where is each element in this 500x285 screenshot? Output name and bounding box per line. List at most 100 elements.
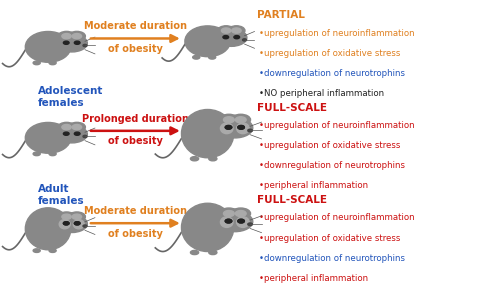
Circle shape (236, 117, 246, 123)
Circle shape (234, 36, 239, 39)
Ellipse shape (33, 249, 40, 253)
Text: PARTIAL: PARTIAL (258, 11, 306, 21)
Text: upregulation of neuroinflammation: upregulation of neuroinflammation (264, 29, 414, 38)
Circle shape (72, 125, 82, 130)
Ellipse shape (182, 109, 234, 158)
Ellipse shape (33, 61, 40, 65)
Circle shape (58, 212, 75, 221)
Circle shape (231, 208, 250, 219)
Ellipse shape (49, 61, 56, 65)
Circle shape (56, 215, 88, 233)
Circle shape (64, 222, 69, 225)
Text: upregulation of oxidative stress: upregulation of oxidative stress (264, 233, 400, 243)
Circle shape (238, 125, 244, 129)
Ellipse shape (190, 251, 198, 255)
Ellipse shape (236, 217, 249, 227)
Ellipse shape (49, 249, 56, 253)
Circle shape (224, 117, 234, 123)
Circle shape (62, 214, 71, 219)
Circle shape (218, 26, 234, 35)
Ellipse shape (26, 31, 71, 62)
Text: •: • (259, 274, 264, 283)
Circle shape (72, 34, 82, 39)
Circle shape (72, 214, 82, 219)
Circle shape (68, 122, 86, 132)
Circle shape (231, 114, 250, 125)
Circle shape (62, 34, 71, 39)
Circle shape (217, 211, 253, 232)
Circle shape (74, 132, 80, 135)
Circle shape (64, 132, 69, 135)
Text: Moderate duration: Moderate duration (84, 21, 187, 31)
Text: downregulation of neurotrophins: downregulation of neurotrophins (264, 69, 405, 78)
Circle shape (226, 125, 232, 129)
Circle shape (248, 223, 252, 225)
Text: •: • (259, 213, 264, 222)
Circle shape (56, 34, 88, 52)
Circle shape (226, 219, 232, 223)
Circle shape (68, 31, 86, 41)
Circle shape (226, 219, 232, 223)
Ellipse shape (208, 56, 216, 59)
Text: •: • (259, 233, 264, 243)
Text: upregulation of oxidative stress: upregulation of oxidative stress (264, 49, 400, 58)
Text: upregulation of oxidative stress: upregulation of oxidative stress (264, 141, 400, 150)
Text: Adolescent
females: Adolescent females (38, 86, 104, 108)
Ellipse shape (59, 219, 70, 229)
Circle shape (219, 208, 238, 219)
Circle shape (219, 114, 238, 125)
Circle shape (58, 122, 75, 132)
Text: peripheral inflammation: peripheral inflammation (264, 182, 368, 190)
Ellipse shape (26, 208, 71, 250)
Circle shape (83, 44, 87, 47)
Circle shape (224, 211, 234, 217)
Circle shape (238, 125, 244, 129)
Text: •: • (259, 141, 264, 150)
Text: FULL-SCALE: FULL-SCALE (258, 103, 328, 113)
Text: NO peripheral inflammation: NO peripheral inflammation (264, 89, 384, 98)
Ellipse shape (33, 152, 40, 156)
Circle shape (226, 125, 232, 129)
Circle shape (232, 28, 241, 33)
Ellipse shape (220, 217, 233, 227)
Circle shape (58, 31, 75, 41)
Circle shape (83, 225, 87, 227)
Circle shape (74, 222, 80, 225)
Text: •: • (259, 254, 264, 263)
Circle shape (248, 129, 252, 132)
Circle shape (74, 41, 80, 44)
Circle shape (64, 41, 69, 44)
Circle shape (238, 219, 244, 223)
Circle shape (216, 29, 247, 46)
Circle shape (74, 222, 80, 225)
Circle shape (236, 211, 246, 217)
Text: upregulation of neuroinflammation: upregulation of neuroinflammation (264, 213, 414, 222)
Text: of obesity: of obesity (108, 229, 163, 239)
Ellipse shape (26, 123, 71, 153)
Text: downregulation of neurotrophins: downregulation of neurotrophins (264, 161, 405, 170)
Text: of obesity: of obesity (108, 44, 163, 54)
Ellipse shape (209, 157, 217, 161)
Text: peripheral inflammation: peripheral inflammation (264, 274, 368, 283)
Text: •: • (259, 89, 264, 98)
Circle shape (242, 39, 246, 41)
Text: Prolonged duration: Prolonged duration (82, 114, 189, 124)
Text: downregulation of neurotrophins: downregulation of neurotrophins (264, 254, 405, 263)
Ellipse shape (192, 56, 200, 59)
Text: upregulation of neuroinflammation: upregulation of neuroinflammation (264, 121, 414, 130)
Circle shape (83, 135, 87, 138)
Circle shape (64, 222, 69, 225)
Circle shape (228, 26, 245, 35)
Ellipse shape (236, 123, 249, 134)
Ellipse shape (220, 123, 233, 134)
Ellipse shape (185, 26, 230, 57)
Circle shape (56, 125, 88, 143)
Text: •: • (259, 69, 264, 78)
Circle shape (223, 36, 228, 39)
Ellipse shape (182, 203, 234, 252)
Circle shape (217, 118, 253, 138)
Circle shape (68, 212, 86, 221)
Ellipse shape (209, 251, 217, 255)
Circle shape (62, 125, 71, 130)
Circle shape (222, 28, 231, 33)
